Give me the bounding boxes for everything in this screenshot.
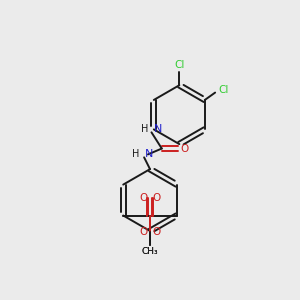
Text: Cl: Cl <box>175 61 185 70</box>
Text: H: H <box>132 149 140 159</box>
Text: N: N <box>145 149 153 159</box>
Text: Cl: Cl <box>218 85 229 94</box>
Text: CH₃: CH₃ <box>142 247 159 256</box>
Text: CH₃: CH₃ <box>141 247 158 256</box>
Text: O: O <box>152 227 160 237</box>
Text: O: O <box>153 193 161 203</box>
Text: O: O <box>139 193 147 203</box>
Text: H: H <box>141 124 148 134</box>
Text: O: O <box>180 143 189 154</box>
Text: N: N <box>154 124 162 134</box>
Text: O: O <box>140 227 148 237</box>
